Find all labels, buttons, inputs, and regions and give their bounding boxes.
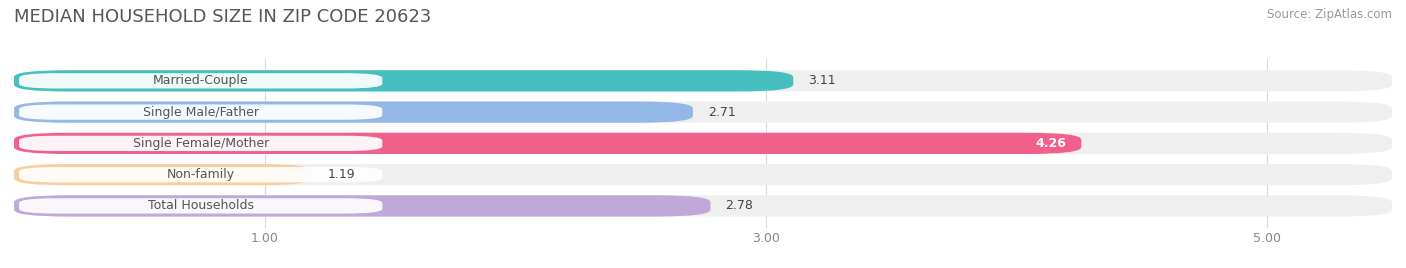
- FancyBboxPatch shape: [14, 70, 1392, 91]
- Text: 4.26: 4.26: [1035, 137, 1066, 150]
- FancyBboxPatch shape: [14, 70, 793, 91]
- Text: 3.11: 3.11: [808, 74, 835, 87]
- FancyBboxPatch shape: [14, 102, 1392, 123]
- FancyBboxPatch shape: [14, 164, 312, 185]
- FancyBboxPatch shape: [14, 102, 693, 123]
- Text: Source: ZipAtlas.com: Source: ZipAtlas.com: [1267, 8, 1392, 21]
- FancyBboxPatch shape: [20, 73, 382, 88]
- FancyBboxPatch shape: [20, 167, 382, 182]
- Text: Single Male/Father: Single Male/Father: [142, 106, 259, 119]
- FancyBboxPatch shape: [14, 133, 1392, 154]
- Text: 2.71: 2.71: [709, 106, 735, 119]
- FancyBboxPatch shape: [14, 195, 1392, 217]
- Text: 2.78: 2.78: [725, 199, 754, 213]
- FancyBboxPatch shape: [14, 164, 1392, 185]
- Text: Non-family: Non-family: [167, 168, 235, 181]
- Text: MEDIAN HOUSEHOLD SIZE IN ZIP CODE 20623: MEDIAN HOUSEHOLD SIZE IN ZIP CODE 20623: [14, 8, 432, 26]
- Text: Total Households: Total Households: [148, 199, 253, 213]
- FancyBboxPatch shape: [14, 133, 1081, 154]
- FancyBboxPatch shape: [20, 136, 382, 151]
- FancyBboxPatch shape: [20, 105, 382, 120]
- Text: Single Female/Mother: Single Female/Mother: [132, 137, 269, 150]
- FancyBboxPatch shape: [20, 198, 382, 214]
- FancyBboxPatch shape: [14, 195, 710, 217]
- Text: Married-Couple: Married-Couple: [153, 74, 249, 87]
- Text: 1.19: 1.19: [328, 168, 354, 181]
